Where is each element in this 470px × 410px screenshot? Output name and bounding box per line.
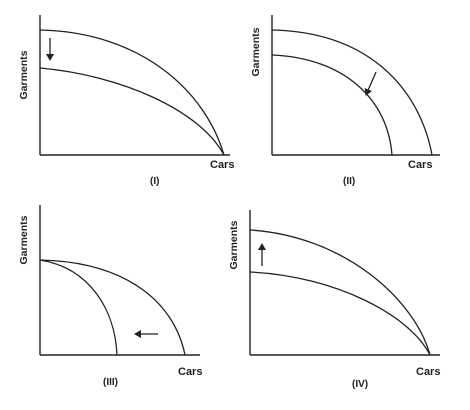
y-axis-label: Garments xyxy=(250,27,262,76)
x-axis-label: Cars xyxy=(416,366,440,378)
x-axis-label: Cars xyxy=(408,159,432,171)
panel-label: (I) xyxy=(150,176,159,187)
panel-label: (II) xyxy=(343,176,355,187)
x-axis-label: Cars xyxy=(210,159,234,171)
panel-4: Garments Cars (IV) xyxy=(228,210,440,390)
ppf-original-curve xyxy=(39,29,225,156)
arrow-icon xyxy=(364,71,377,96)
ppf-original-curve xyxy=(271,29,433,156)
panel-3: Garments Cars (III) xyxy=(18,205,202,388)
ppf-original-curve xyxy=(249,271,431,356)
panel-2: Garments Cars (II) xyxy=(250,15,440,187)
ppf-new-curve xyxy=(249,229,431,356)
panel-label: (IV) xyxy=(352,379,368,390)
y-axis-label: Garments xyxy=(18,215,30,264)
ppf-original-curve xyxy=(39,259,186,356)
x-axis-label: Cars xyxy=(178,366,202,378)
y-axis-label: Garments xyxy=(228,220,240,269)
y-axis-label: Garments xyxy=(18,50,30,99)
ppf-new-curve xyxy=(39,259,118,356)
ppf-new-curve xyxy=(271,54,393,156)
ppf-new-curve xyxy=(39,67,225,156)
panel-1: Garments Cars (I) xyxy=(18,15,234,187)
panel-label: (III) xyxy=(103,377,118,388)
